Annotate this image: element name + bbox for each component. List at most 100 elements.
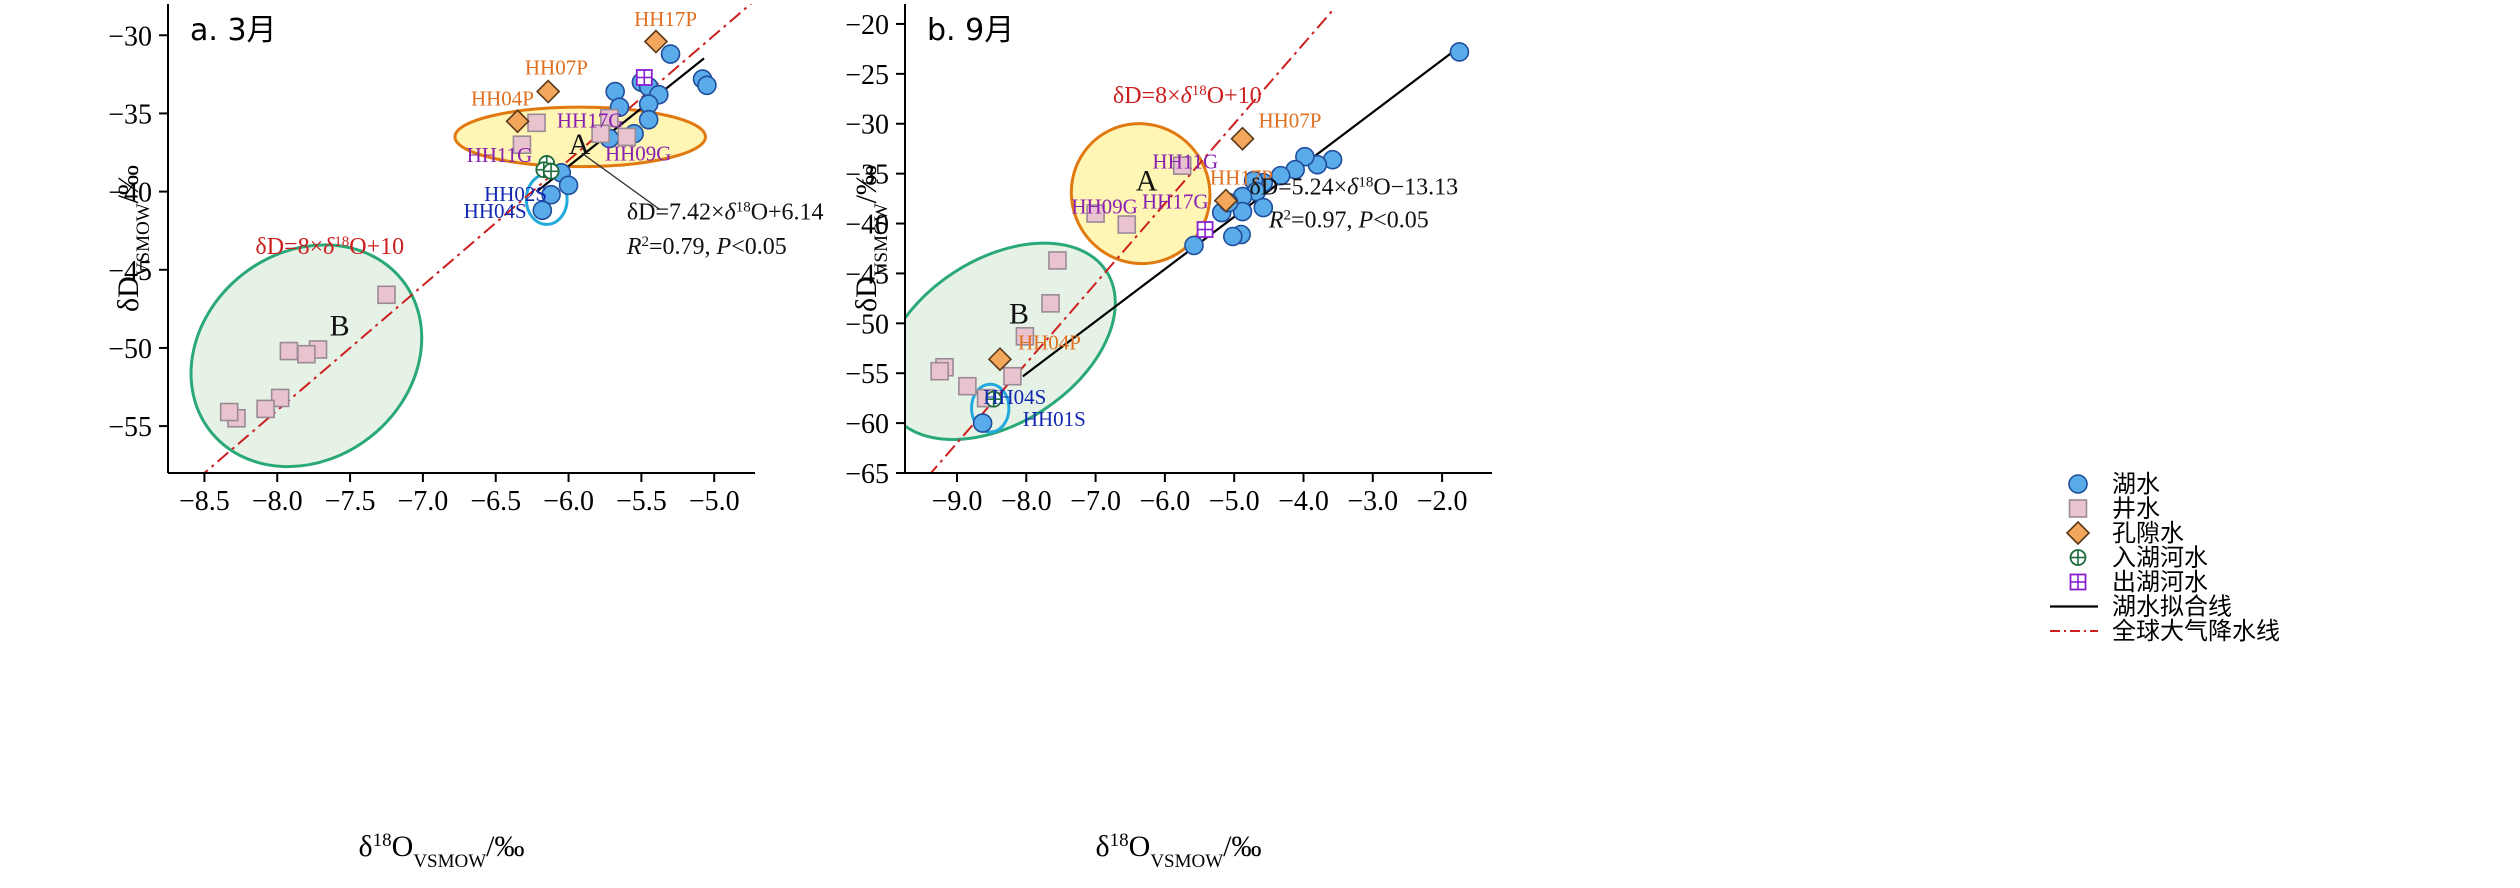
lake-point-a-15 [532, 200, 553, 221]
x-tick-label-b-2: −7.0 [1070, 486, 1121, 517]
point-label-a-2: HH04P [471, 87, 534, 111]
lake-point-b-10 [1253, 197, 1274, 218]
x-tick-label-a-4: −6.5 [470, 486, 521, 517]
point-label-b-1: HH17P [1210, 166, 1273, 190]
well-point-b-4 [1041, 294, 1060, 313]
legend-label-well: 井水 [2112, 495, 2160, 523]
legend-label-inlet: 入湖河水 [2112, 544, 2208, 572]
well-point-a-8 [279, 341, 299, 361]
gmwl-equation-a: δD=8×δ18O+10 [255, 234, 404, 260]
annotation-arrow-a [582, 153, 660, 210]
y-tick-label-b-3: −50 [845, 309, 889, 340]
y-tick-label-a-4: −35 [108, 99, 152, 130]
plot-area-b [905, 8, 1470, 473]
well-point-b-6 [1003, 366, 1022, 386]
point-label-b-6: HH04S [983, 385, 1046, 409]
lake-point-b-15 [1223, 226, 1243, 247]
x-tick-label-b-1: −8.0 [1001, 486, 1052, 517]
gmwl-equation-b: δD=8×δ18O+10 [1113, 83, 1262, 109]
legend-label-gmwl: 全球大气降水线 [2112, 617, 2280, 645]
point-label-b-4: HH17G [1142, 190, 1209, 214]
point-label-a-6: HH02S [484, 182, 547, 206]
legend-swatch-outlet [2069, 573, 2087, 591]
well-point-a-1 [512, 135, 532, 154]
x-tick-label-a-0: −8.5 [179, 486, 230, 517]
y-tick-label-b-7: −30 [845, 110, 889, 141]
y-tick-label-a-2: −45 [108, 256, 152, 287]
x-tick-label-a-2: −7.5 [325, 486, 376, 517]
y-tick-label-b-0: −65 [845, 459, 889, 490]
well-point-b-10 [930, 361, 949, 381]
x-tick-label-a-5: −6.0 [543, 486, 594, 517]
point-label-a-5: HH09G [605, 141, 672, 165]
legend-swatch-well [2068, 499, 2088, 518]
well-point-a-0 [527, 113, 546, 133]
x-tick-label-b-3: −6.0 [1139, 486, 1190, 517]
x-axis-label-b: δ18OVSMOW/‰ [1096, 830, 1262, 872]
panel-label-b: b. 9月 [927, 13, 1014, 48]
fit-equation-b: δD=5.24×δ18O−13.13 [1249, 175, 1458, 201]
well-point-b-1 [1117, 215, 1137, 234]
well-point-b-2 [1086, 204, 1105, 223]
point-label-a-7: HH04S [464, 199, 527, 223]
pore-point-b-1 [1213, 188, 1239, 213]
lake-point-a-14 [541, 184, 561, 205]
legend-swatch-pore [2065, 520, 2091, 546]
point-label-b-3: HH11G [1152, 150, 1218, 174]
x-tick-label-b-7: −2.0 [1417, 486, 1468, 517]
y-tick-label-a-3: −40 [108, 178, 152, 209]
y-tick-label-b-1: −60 [845, 409, 889, 440]
well-point-a-4 [591, 124, 610, 144]
y-axis-label-b: δDVSMOW/‰ [850, 165, 892, 312]
gmwl-line-b [929, 8, 1335, 473]
well-point-a-5 [377, 285, 396, 305]
point-label-b-7: HH01S [1023, 407, 1086, 431]
well-point-a-10 [256, 399, 275, 419]
y-tick-label-b-6: −35 [845, 160, 889, 191]
lake-point-a-2 [697, 75, 717, 96]
region-label-a-1: B [330, 309, 350, 342]
y-tick-label-a-5: −30 [108, 21, 152, 52]
well-point-b-3 [1048, 251, 1067, 270]
y-tick-label-a-0: −55 [108, 412, 152, 443]
point-label-a-3: HH17G [557, 109, 624, 133]
x-tick-label-b-0: −9.0 [932, 486, 983, 517]
fit-r2-a: R2=0.79, P<0.05 [626, 234, 787, 260]
well-point-a-7 [297, 344, 316, 364]
pore-point-b-0 [1230, 126, 1255, 151]
well-point-b-0 [1172, 156, 1192, 175]
inlet-point-b-0 [985, 390, 1003, 408]
group-ellipse-b-2 [970, 382, 1011, 434]
region-label-b-0: A [1136, 165, 1158, 198]
lake-point-b-3 [1295, 146, 1315, 167]
point-label-b-0: HH07P [1258, 109, 1321, 133]
region-label-a-0: A [569, 128, 591, 161]
fit-equation-a: δD=7.42×δ18O+6.14 [627, 200, 824, 226]
lake-point-b-11 [1232, 201, 1253, 222]
x-tick-label-b-6: −3.0 [1347, 486, 1398, 517]
y-tick-label-a-1: −50 [108, 334, 152, 365]
point-label-a-4: HH11G [467, 143, 533, 167]
point-label-b-5: HH09G [1071, 195, 1138, 219]
lake-point-a-0 [660, 44, 681, 64]
well-point-b-5 [1015, 326, 1035, 346]
y-tick-label-b-4: −45 [845, 259, 889, 290]
y-tick-label-b-5: −40 [845, 210, 889, 241]
panel-label-a: a. 3月 [190, 13, 277, 48]
lake-point-b-16 [1184, 235, 1204, 256]
x-tick-label-a-3: −7.0 [398, 486, 449, 517]
point-label-a-0: HH17P [634, 7, 697, 31]
lake-point-b-5 [1270, 165, 1291, 186]
legend-label-outlet: 出湖河水 [2112, 568, 2208, 596]
well-point-a-9 [270, 388, 290, 408]
well-point-b-8 [958, 376, 977, 396]
pore-point-a-2 [505, 109, 530, 134]
pore-point-a-1 [536, 79, 561, 104]
point-label-a-1: HH07P [525, 55, 588, 79]
well-point-a-2 [617, 127, 637, 147]
plot-area-a [189, 4, 753, 473]
